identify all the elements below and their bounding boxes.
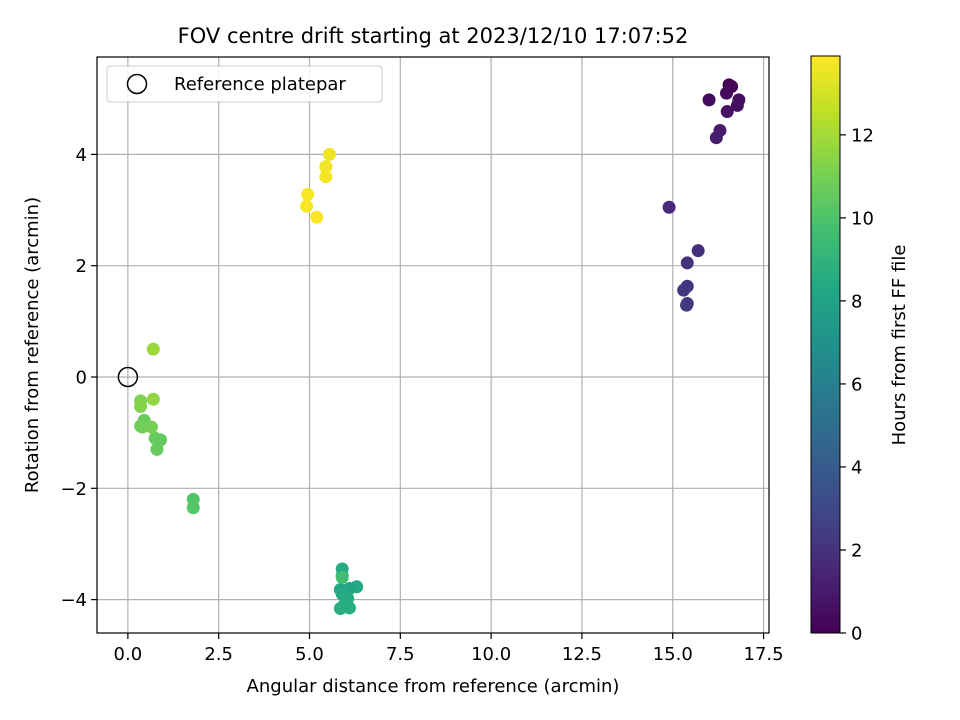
data-point (148, 431, 162, 445)
data-point (146, 392, 160, 406)
data-point (720, 86, 734, 100)
colorbar-tick-label: 10 (851, 208, 874, 229)
y-tick-label: 0 (76, 368, 87, 389)
data-points (134, 78, 746, 616)
x-tick-label: 5.0 (295, 644, 324, 665)
colorbar-tick-label: 4 (851, 457, 862, 478)
x-tick-label: 10.0 (471, 644, 511, 665)
colorbar-tick-label: 12 (851, 125, 874, 146)
legend: Reference platepar (106, 65, 383, 103)
data-point (301, 187, 315, 201)
colorbar-tick-label: 6 (851, 374, 862, 395)
data-point (310, 210, 324, 224)
data-point (730, 98, 744, 112)
x-axis-label: Angular distance from reference (arcmin) (247, 676, 620, 697)
data-point (709, 131, 723, 145)
data-point (691, 244, 705, 258)
chart-title: FOV centre drift starting at 2023/12/10 … (178, 24, 689, 48)
grid (97, 57, 769, 633)
data-point (300, 199, 314, 213)
y-tick-label: 4 (76, 145, 87, 166)
data-point (335, 570, 349, 584)
x-axis-ticks: 0.0 2.5 5.0 7.5 10.0 12.5 15.0 17.5 (114, 633, 784, 665)
data-point (150, 442, 164, 456)
y-tick-label: −2 (60, 479, 87, 500)
colorbar-tick-label: 8 (851, 291, 862, 312)
data-point (720, 105, 734, 119)
colorbar-gradient (810, 55, 841, 634)
data-point (146, 342, 160, 356)
x-tick-label: 12.5 (562, 644, 602, 665)
colorbar-ticks: 0 2 4 6 8 10 12 (840, 125, 874, 645)
colorbar-tick-label: 2 (851, 540, 862, 561)
colorbar-tick-label: 0 (851, 624, 862, 645)
data-point (186, 501, 200, 515)
data-point (702, 93, 716, 107)
x-tick-label: 7.5 (386, 644, 415, 665)
legend-reference-label: Reference platepar (174, 74, 346, 95)
legend-box (106, 65, 383, 103)
x-tick-label: 17.5 (744, 644, 784, 665)
data-point (322, 147, 336, 161)
y-axis-ticks: −4 −2 0 2 4 (60, 145, 97, 611)
data-point (319, 170, 333, 184)
x-tick-label: 0.0 (114, 644, 143, 665)
data-point (680, 256, 694, 270)
legend-reference-marker (126, 73, 148, 95)
data-point (319, 160, 333, 174)
data-point (680, 298, 694, 312)
reference-marker (117, 366, 139, 388)
data-point (662, 200, 676, 214)
data-point (144, 420, 158, 434)
x-tick-label: 15.0 (653, 644, 693, 665)
colorbar-label: Hours from first FF file (889, 245, 910, 446)
data-point (677, 283, 691, 297)
x-tick-label: 2.5 (204, 644, 233, 665)
y-tick-label: −4 (60, 590, 87, 611)
data-point (333, 602, 347, 616)
colorbar: 0 2 4 6 8 10 12 Hours from first FF file (810, 55, 910, 645)
data-point (135, 420, 149, 434)
reference-marker-layer (117, 366, 139, 388)
plot-frame (96, 56, 770, 634)
data-point (134, 399, 148, 413)
y-axis-label: Rotation from reference (arcmin) (22, 197, 43, 493)
y-tick-label: 2 (76, 256, 87, 277)
